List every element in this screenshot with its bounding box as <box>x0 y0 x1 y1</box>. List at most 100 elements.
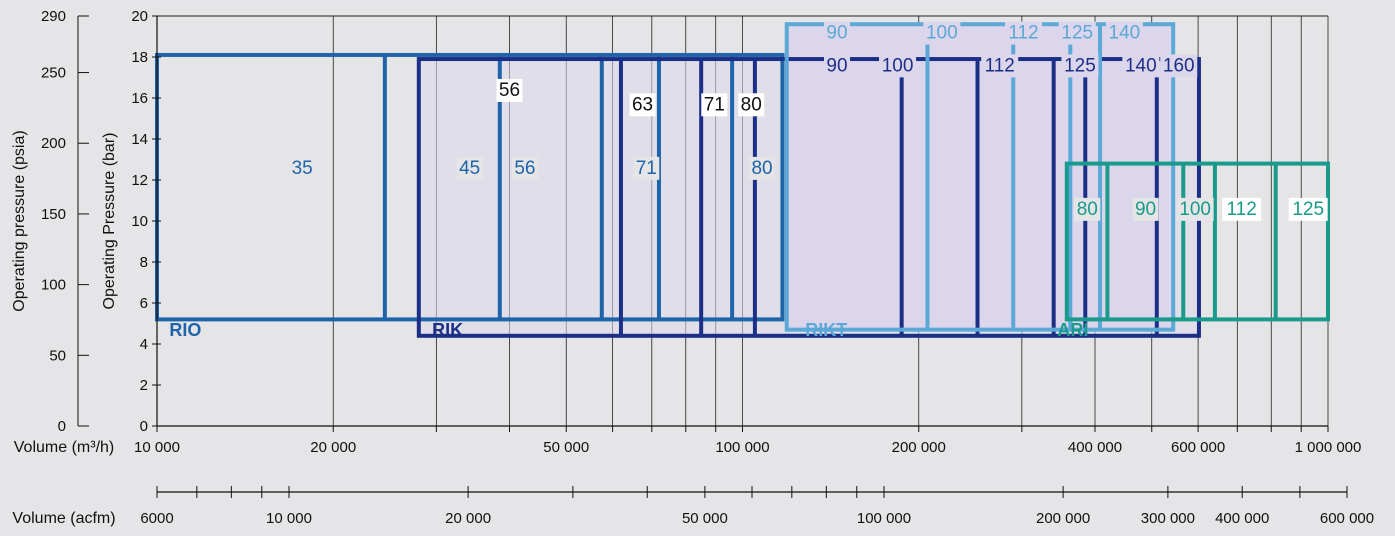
rikt-size-label: 125 <box>1061 23 1093 44</box>
bar-tick-label: 2 <box>140 377 148 394</box>
rio-family-label: RIO <box>169 320 201 340</box>
psia-tick-label: 100 <box>41 277 66 294</box>
bar-tick-label: 20 <box>131 8 148 25</box>
m3h-tick-label: 100 000 <box>715 439 769 456</box>
rik-size-label: 56 <box>499 80 520 101</box>
size-label-bg <box>1122 54 1160 78</box>
rik-range-box <box>416 57 1201 338</box>
box-layer <box>155 22 1330 338</box>
bar-tick-label: 10 <box>131 213 148 230</box>
rio-size-label: 45 <box>459 158 480 179</box>
psia-tick-label: 50 <box>49 347 66 364</box>
rik-size-label: 71 <box>704 94 725 115</box>
size-label-bg <box>1176 197 1214 221</box>
bar-tick-label: 4 <box>140 336 148 353</box>
rik-family-label: RIK <box>432 320 463 340</box>
m3h-tick-label: 400 000 <box>1068 439 1122 456</box>
ari-size-label: 80 <box>1077 199 1098 220</box>
ari-size-label: 90 <box>1135 199 1156 220</box>
rio-size-label: 80 <box>751 158 772 179</box>
rik-size-label: 63 <box>632 94 653 115</box>
bar-tick-label: 18 <box>131 49 148 66</box>
acfm-tick-label: 300 000 <box>1141 510 1195 527</box>
rik-size-label: 160 <box>1163 55 1195 76</box>
rikt-size-label: 100 <box>926 23 958 44</box>
size-label-bg <box>823 21 850 45</box>
m3h-tick-label: 50 000 <box>543 439 589 456</box>
bar-tick-label: 14 <box>131 131 148 148</box>
rikt-range-box <box>784 22 1176 332</box>
ari-size-label: 112 <box>1226 199 1256 220</box>
rik-size-label: 90 <box>826 55 847 76</box>
bar-tick-label: 8 <box>140 254 148 271</box>
m3h-tick-label: 600 000 <box>1171 439 1225 456</box>
acfm-tick-label: 200 000 <box>1036 510 1090 527</box>
size-label-bg <box>1288 197 1328 221</box>
rik-size-label: 100 <box>882 55 914 76</box>
acfm-tick-label: 400 000 <box>1215 510 1269 527</box>
rik-size-label: 80 <box>741 94 762 115</box>
psia-tick-label: 250 <box>41 65 66 82</box>
psia-axis-title: Operating pressure (psia) <box>11 130 28 311</box>
psia-tick-label: 200 <box>41 135 66 152</box>
size-label-bg <box>738 93 765 117</box>
acfm-tick-label: 600 000 <box>1320 510 1374 527</box>
rikt-size-label: 140 <box>1109 23 1141 44</box>
rio-size-label: 35 <box>292 158 313 179</box>
m3h-axis-title: Volume (m³/h) <box>14 439 114 456</box>
bar-axis-title: Operating Pressure (bar) <box>101 133 118 310</box>
bar-tick-label: 6 <box>140 295 148 312</box>
acfm-tick-label: 10 000 <box>266 510 312 527</box>
size-label-bg <box>981 54 1019 78</box>
rikt-size-label: 90 <box>826 23 847 44</box>
rikt-family-label: RIKT <box>805 320 847 340</box>
size-label-bg <box>879 54 917 78</box>
size-label-bg <box>511 156 538 180</box>
ari-range-box <box>1064 161 1330 322</box>
size-label-bg <box>1074 197 1101 221</box>
label-layer: 35 45 56 71 80 RIO 56 63 71 80 90 100 112 125 140 160 RI… <box>169 21 1328 340</box>
size-label-bg <box>1160 54 1198 78</box>
ari-family-label: ARI <box>1057 320 1088 340</box>
rik-size-label: 125 <box>1064 55 1096 76</box>
rikt-family <box>784 22 1176 332</box>
size-label-bg <box>1005 21 1043 45</box>
rio-size-label: 56 <box>514 158 535 179</box>
size-label-bg <box>823 54 850 78</box>
m3h-tick-label: 200 000 <box>892 439 946 456</box>
acfm-axis-title: Volume (acfm) <box>12 510 115 527</box>
rio-size-label: 71 <box>636 158 657 179</box>
size-label-bg <box>629 93 656 117</box>
acfm-tick-label: 6000 <box>140 510 173 527</box>
acfm-tick-label: 20 000 <box>445 510 491 527</box>
acfm-tick-label: 100 000 <box>857 510 911 527</box>
m3h-tick-label: 20 000 <box>310 439 356 456</box>
m3h-tick-label: 10 000 <box>134 439 180 456</box>
axis-layer: 0 50 100 150 200 250 290 0 2 4 6 8 10 12 14 16 18 20 10 00… <box>41 8 1374 527</box>
rik-size-label: 112 <box>985 55 1015 76</box>
size-label-bg <box>701 93 728 117</box>
ari-family <box>1064 161 1330 322</box>
size-label-bg <box>456 156 483 180</box>
size-label-bg <box>1222 197 1262 221</box>
size-label-bg <box>1061 54 1099 78</box>
ari-size-label: 100 <box>1179 199 1211 220</box>
size-label-bg <box>1058 21 1096 45</box>
m3h-tick-label: 1 000 000 <box>1295 439 1362 456</box>
size-label-bg <box>1132 197 1159 221</box>
size-label-bg <box>1105 21 1143 45</box>
psia-tick-label: 150 <box>41 206 66 223</box>
bar-tick-label: 0 <box>140 418 148 435</box>
rik-size-label: 140 <box>1125 55 1157 76</box>
psia-tick-label: 0 <box>58 418 66 435</box>
size-label-bg <box>749 156 776 180</box>
bar-tick-label: 16 <box>131 90 148 107</box>
size-label-bg <box>923 21 961 45</box>
acfm-tick-label: 50 000 <box>682 510 728 527</box>
psia-tick-label: 290 <box>41 8 66 25</box>
size-label-bg <box>289 156 316 180</box>
size-label-bg <box>496 78 523 102</box>
size-label-bg <box>633 156 660 180</box>
